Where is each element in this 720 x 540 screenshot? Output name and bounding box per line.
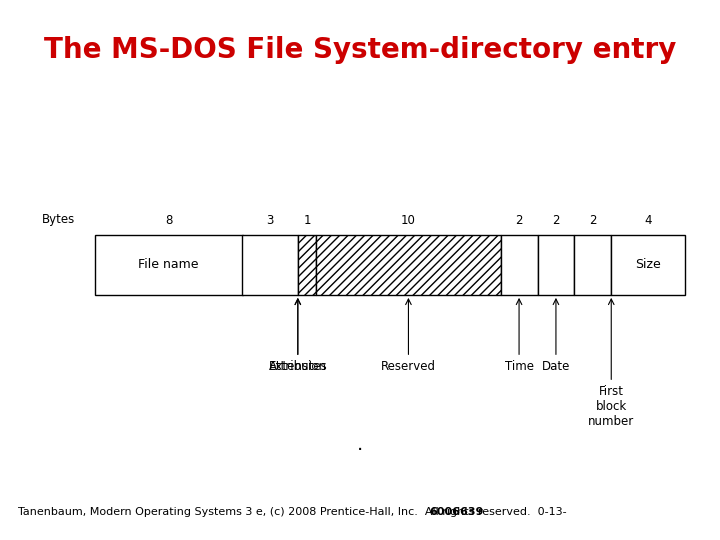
Text: File name: File name xyxy=(138,259,199,272)
Text: Date: Date xyxy=(541,299,570,373)
Text: 4: 4 xyxy=(644,213,652,226)
Text: 2: 2 xyxy=(589,213,597,226)
Bar xyxy=(611,235,685,295)
Text: .: . xyxy=(357,435,363,455)
Bar xyxy=(538,235,575,295)
Bar xyxy=(298,235,316,295)
Bar xyxy=(500,235,538,295)
Text: Tanenbaum, Modern Operating Systems 3 e, (c) 2008 Prentice-Hall, Inc.  All right: Tanenbaum, Modern Operating Systems 3 e,… xyxy=(18,507,567,517)
Text: The MS-DOS File System-directory entry: The MS-DOS File System-directory entry xyxy=(44,36,676,64)
Text: 10: 10 xyxy=(401,213,416,226)
Text: Extension: Extension xyxy=(269,299,327,373)
Bar xyxy=(575,235,611,295)
Bar xyxy=(316,235,500,295)
Text: First
block
number: First block number xyxy=(588,299,634,428)
Text: 8: 8 xyxy=(165,213,172,226)
Text: 6006639: 6006639 xyxy=(430,507,484,517)
Text: Bytes: Bytes xyxy=(42,213,75,226)
Text: 2: 2 xyxy=(516,213,523,226)
Bar xyxy=(95,235,243,295)
Text: Attributes: Attributes xyxy=(269,299,327,373)
Text: 2: 2 xyxy=(552,213,559,226)
Text: Time: Time xyxy=(505,299,534,373)
Bar xyxy=(316,235,500,295)
Bar xyxy=(298,235,316,295)
Text: Reserved: Reserved xyxy=(381,299,436,373)
Text: Size: Size xyxy=(635,259,661,272)
Bar xyxy=(243,235,298,295)
Text: 3: 3 xyxy=(266,213,274,226)
Text: 1: 1 xyxy=(303,213,311,226)
